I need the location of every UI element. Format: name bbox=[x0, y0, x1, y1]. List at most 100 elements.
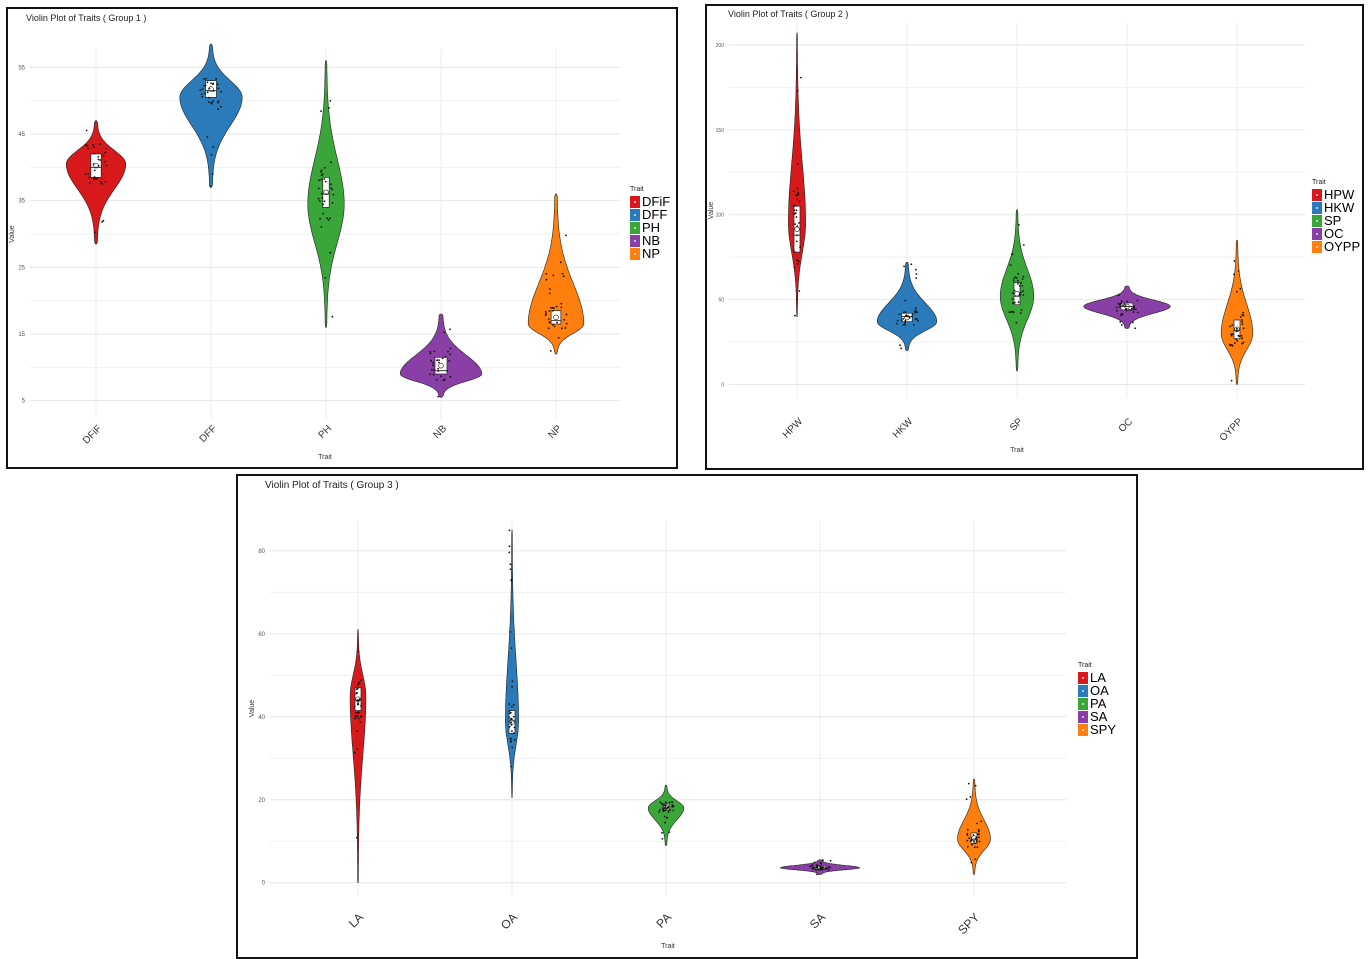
data-point bbox=[216, 83, 219, 86]
data-point bbox=[1019, 312, 1022, 314]
data-point bbox=[819, 861, 822, 864]
data-point bbox=[900, 347, 903, 350]
data-point bbox=[201, 88, 204, 91]
data-point bbox=[978, 830, 980, 833]
data-point bbox=[544, 314, 547, 317]
data-point bbox=[968, 837, 971, 840]
data-point bbox=[1241, 342, 1243, 345]
data-point bbox=[101, 220, 104, 223]
legend-title: Trait bbox=[1078, 662, 1092, 669]
data-point bbox=[92, 163, 95, 166]
data-point bbox=[665, 801, 667, 804]
x-tick-label: OC bbox=[1117, 416, 1135, 434]
data-point bbox=[208, 101, 210, 104]
data-point bbox=[92, 178, 95, 181]
data-point bbox=[1230, 333, 1232, 335]
data-point bbox=[975, 839, 978, 841]
data-point bbox=[1241, 319, 1243, 321]
data-point bbox=[508, 529, 511, 532]
legend-label: LA bbox=[1090, 670, 1106, 685]
data-point bbox=[796, 234, 798, 237]
data-point bbox=[97, 156, 100, 158]
chart-title: Violin Plot of Traits ( Group 2 ) bbox=[728, 9, 849, 19]
legend-swatch bbox=[630, 247, 640, 260]
data-point bbox=[212, 82, 215, 85]
data-point bbox=[816, 864, 819, 867]
data-point bbox=[357, 712, 359, 714]
data-point bbox=[545, 273, 548, 275]
data-point bbox=[665, 807, 668, 810]
data-point bbox=[828, 866, 831, 869]
data-point bbox=[912, 324, 915, 326]
violin-la bbox=[349, 629, 367, 884]
data-point bbox=[432, 361, 434, 364]
data-point bbox=[199, 89, 202, 91]
data-point bbox=[969, 796, 972, 798]
chart-title: Violin Plot of Traits ( Group 1 ) bbox=[26, 13, 147, 23]
data-point bbox=[565, 234, 567, 237]
data-point bbox=[811, 867, 814, 869]
data-point bbox=[353, 705, 356, 708]
data-point bbox=[977, 828, 980, 831]
data-point bbox=[97, 158, 100, 161]
y-tick-label: 150 bbox=[716, 128, 725, 134]
y-tick-label: 60 bbox=[258, 632, 265, 638]
data-point bbox=[217, 100, 220, 102]
data-point bbox=[552, 324, 554, 326]
data-point bbox=[1014, 276, 1017, 279]
data-point bbox=[320, 178, 322, 181]
y-tick-label: 25 bbox=[18, 265, 25, 271]
data-point bbox=[545, 278, 548, 281]
y-tick-label: 5 bbox=[22, 399, 26, 405]
data-point bbox=[1124, 305, 1127, 307]
data-point bbox=[900, 319, 903, 322]
violin-body bbox=[788, 32, 806, 317]
legend-item-oypp: OYPP bbox=[1312, 240, 1360, 253]
data-point bbox=[328, 107, 330, 109]
data-point bbox=[220, 105, 222, 108]
data-point bbox=[553, 325, 556, 328]
data-point bbox=[447, 350, 449, 353]
data-point bbox=[798, 222, 800, 224]
data-point bbox=[669, 809, 671, 812]
data-point bbox=[220, 90, 223, 93]
data-point bbox=[332, 193, 335, 196]
data-point bbox=[793, 213, 795, 215]
data-point bbox=[358, 698, 361, 701]
data-point bbox=[915, 277, 917, 279]
data-point bbox=[104, 180, 107, 183]
mean-marker bbox=[553, 314, 559, 321]
data-point bbox=[668, 801, 671, 804]
data-point bbox=[329, 217, 331, 220]
data-point bbox=[513, 726, 516, 729]
legend: Trait HPW HKW SP OC OYPP bbox=[1312, 179, 1360, 253]
data-point bbox=[798, 200, 801, 203]
legend-item-nb: NB bbox=[630, 234, 670, 247]
data-point bbox=[206, 135, 209, 138]
data-point bbox=[826, 867, 829, 870]
data-point bbox=[1236, 327, 1238, 330]
data-point bbox=[320, 110, 322, 112]
data-point bbox=[556, 321, 558, 324]
data-point bbox=[356, 692, 359, 694]
data-point bbox=[1233, 260, 1236, 262]
y-tick-label: 20 bbox=[258, 798, 265, 804]
data-point bbox=[966, 834, 969, 836]
data-point bbox=[96, 178, 99, 180]
data-point bbox=[1015, 277, 1018, 279]
data-point bbox=[212, 90, 215, 92]
data-point bbox=[820, 867, 822, 870]
violin-body bbox=[505, 529, 519, 799]
data-point bbox=[816, 873, 818, 876]
x-tick-label: OYPP bbox=[1218, 416, 1246, 444]
data-point bbox=[1239, 287, 1242, 290]
violin-nb bbox=[399, 313, 483, 398]
data-point bbox=[907, 315, 909, 318]
data-point bbox=[357, 700, 360, 702]
data-point bbox=[1020, 282, 1022, 284]
data-point bbox=[555, 305, 558, 308]
data-point bbox=[550, 306, 552, 309]
data-point bbox=[449, 353, 451, 356]
data-point bbox=[978, 836, 980, 839]
data-point bbox=[664, 805, 667, 808]
